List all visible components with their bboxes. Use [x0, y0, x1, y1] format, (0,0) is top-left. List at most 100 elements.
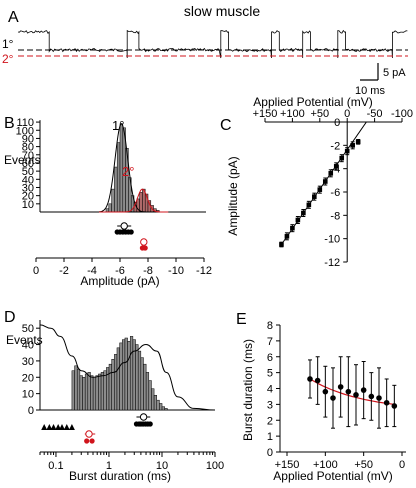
histogram-bar	[116, 347, 120, 411]
x-tick-label: 0	[399, 459, 405, 471]
scale-bar-time-label: 10 ms	[355, 85, 385, 97]
histogram-bar	[111, 359, 115, 411]
y-tick-label: -8	[330, 210, 340, 222]
secondary-fit-curve	[99, 188, 169, 213]
data-point	[330, 395, 336, 401]
data-point	[355, 139, 361, 145]
panel-e-label: E	[236, 311, 247, 328]
y-tick-label: 50	[22, 323, 34, 335]
data-point	[317, 187, 323, 192]
data-point	[328, 171, 334, 176]
y-tick-label: 30	[22, 356, 34, 368]
x-tick-label: -8	[143, 265, 153, 277]
data-point	[312, 194, 317, 199]
panel-b-xlabel: Amplitude (pA)	[80, 274, 159, 288]
y-tick-label: 10	[22, 199, 34, 211]
histogram-bar	[153, 395, 157, 411]
data-point	[284, 234, 290, 239]
panel-a-label: A	[8, 9, 19, 26]
panel-d-fit	[39, 324, 216, 411]
triangle-marker	[55, 424, 62, 430]
data-point	[295, 217, 301, 223]
histogram-bar	[108, 203, 112, 213]
y-tick-label: -2	[330, 140, 340, 152]
x-tick-label: 0	[33, 265, 39, 277]
histogram-bar	[116, 142, 121, 213]
secondary-mean-marker	[140, 238, 148, 246]
y-tick-label: -10	[324, 234, 340, 246]
y-tick-label: 0	[267, 447, 273, 459]
primary-mean-marker	[139, 413, 148, 421]
panel-b-ylabel: Events	[4, 153, 41, 167]
histogram-bar	[114, 166, 118, 213]
x-tick-label: +150	[275, 459, 300, 471]
secondary-point	[142, 245, 148, 251]
histogram-bar	[164, 408, 168, 411]
panel-b-x-axis: 0 -2 -4 -6 -8 -10 -12	[33, 257, 212, 277]
y-tick-label: 40	[22, 174, 34, 186]
data-point	[350, 143, 355, 148]
x-tick-label: -4	[87, 265, 97, 277]
histogram-bar	[122, 339, 126, 411]
histogram-bar	[119, 342, 123, 411]
histogram-bar	[145, 372, 150, 411]
x-tick-label: +100	[313, 459, 338, 471]
data-point	[391, 403, 398, 409]
data-point	[314, 377, 321, 384]
panel-c-xlabel: Applied Potential (mV)	[253, 95, 372, 109]
panel-e-ylabel: Burst duration (ms)	[241, 339, 255, 441]
histogram-bar	[137, 350, 142, 411]
triangle-marker	[68, 424, 75, 430]
data-point	[322, 179, 328, 184]
histogram-bar	[140, 357, 144, 411]
y-tick-label: 7	[267, 336, 273, 348]
data-point	[344, 148, 350, 154]
y-tick-label: 100	[16, 125, 34, 137]
data-point	[360, 387, 367, 393]
y-tick-label: 80	[22, 142, 34, 154]
primary-level-label: 1°	[2, 37, 14, 51]
secondary-level-label: 2°	[2, 52, 14, 66]
fit-curve	[39, 324, 216, 411]
y-tick-label: 40	[22, 340, 34, 352]
y-tick-label: 70	[22, 150, 34, 162]
secondary-mean-marker	[85, 430, 93, 438]
y-tick-label: 2	[267, 415, 273, 427]
x-tick-label: 100	[206, 460, 224, 472]
data-point	[339, 155, 345, 161]
histogram-bar	[151, 388, 155, 411]
panel-b-label: B	[4, 115, 15, 132]
histogram-bar	[143, 363, 147, 411]
data-point	[345, 388, 352, 395]
secondary-peak-label: 2°	[122, 164, 134, 179]
y-tick-label: 5	[267, 368, 273, 380]
primary-point	[147, 421, 153, 427]
x-tick-label: +100	[280, 108, 305, 120]
histogram-bar	[159, 403, 163, 411]
x-tick-label: -50	[367, 108, 383, 120]
data-point	[322, 388, 329, 395]
histogram-bar	[127, 341, 131, 411]
panel-d-label: D	[4, 309, 16, 326]
y-tick-label: 8	[267, 320, 273, 332]
y-tick-label: 110	[16, 117, 34, 129]
primary-peak-label: 1°	[112, 118, 124, 133]
x-tick-label: 1	[106, 460, 112, 472]
data-point	[383, 399, 390, 406]
data-point	[337, 384, 344, 390]
y-tick-label: 10	[22, 389, 34, 401]
data-point	[301, 210, 306, 216]
single-channel-trace	[17, 29, 408, 59]
x-tick-label: -6	[115, 265, 125, 277]
histogram-bar	[161, 406, 165, 411]
panel-b-markers	[114, 222, 148, 251]
y-tick-label: 1	[267, 431, 273, 443]
panel-d: D Events 0 10 20 30 40 50 0.1 1 10 100 Burst dura…	[4, 309, 224, 483]
histogram-bar	[95, 375, 99, 411]
y-tick-label: 4	[267, 384, 273, 396]
y-tick-label: 60	[22, 158, 34, 170]
histogram-bar	[79, 375, 83, 411]
x-tick-label: 0.1	[48, 460, 63, 472]
trace-path	[17, 29, 408, 59]
